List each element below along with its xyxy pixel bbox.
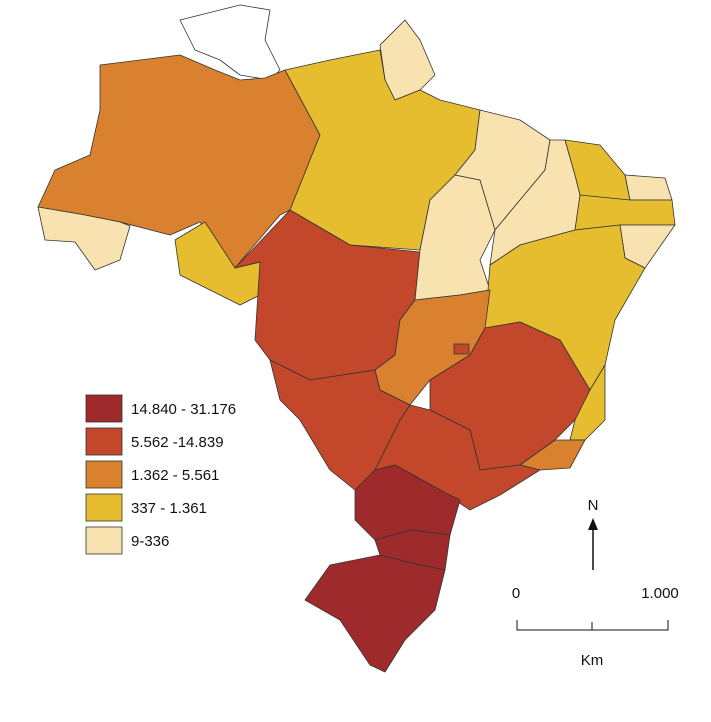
state (374, 289, 491, 406)
states (37, 4, 676, 673)
scale-tick-label: 0 (512, 585, 520, 602)
legend-label: 337 - 1.361 (131, 500, 207, 517)
legend: 14.840 - 31.176 5.562 -14.839 1.362 - 5.56… (85, 394, 236, 555)
legend-swatch (85, 493, 123, 522)
north-arrow: N (588, 497, 599, 570)
state (304, 554, 446, 673)
legend-label: 14.840 - 31.176 (131, 401, 236, 418)
legend-swatch (85, 394, 123, 423)
scale-bar: 0 1.000 Km (512, 585, 679, 669)
legend-label: 5.562 -14.839 (131, 434, 224, 451)
arrow-head (588, 518, 598, 530)
legend-label: 1.362 - 5.561 (131, 467, 219, 484)
legend-swatch (85, 460, 123, 489)
legend-label: 9-336 (131, 533, 169, 550)
state (453, 343, 470, 355)
legend-swatch (85, 526, 123, 555)
state (519, 439, 586, 471)
state (624, 174, 673, 201)
state (37, 206, 131, 271)
scale-line (516, 620, 669, 631)
north-label: N (588, 497, 599, 514)
scale-unit: Km (581, 652, 604, 669)
legend-swatch (85, 427, 123, 456)
state (354, 464, 461, 541)
scale-tick-label: 1.000 (641, 585, 679, 602)
